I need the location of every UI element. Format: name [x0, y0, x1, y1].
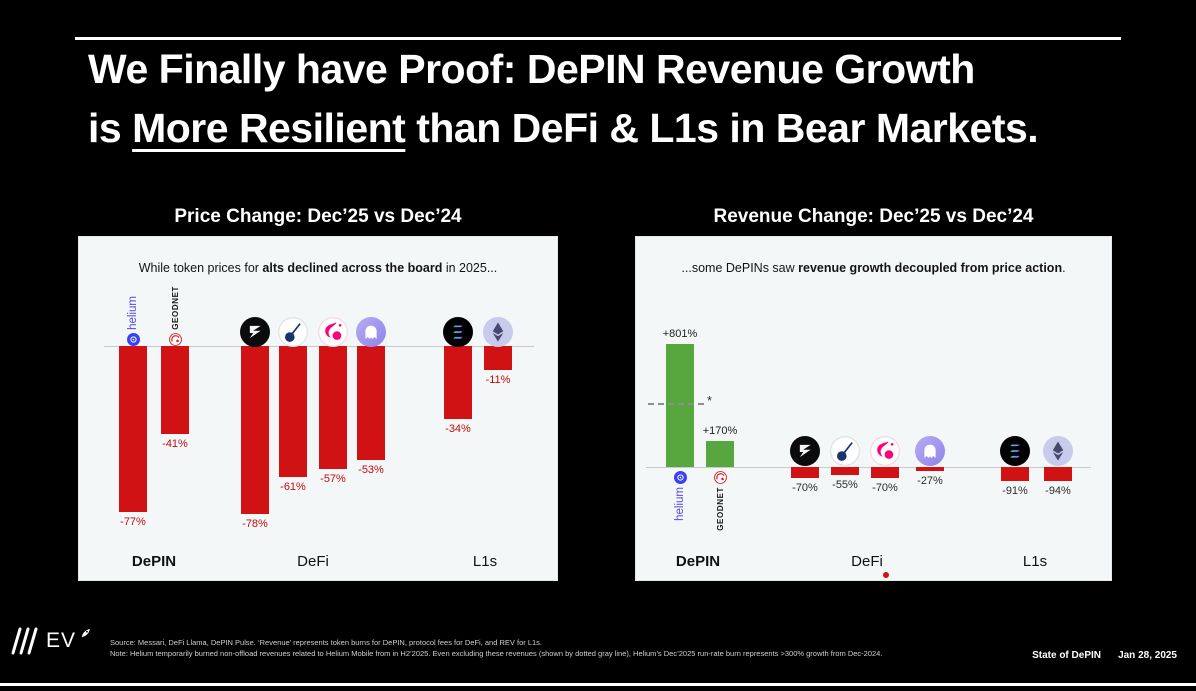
revenue-chart-title: Revenue Change: Dec’25 vs Dec’24 — [713, 206, 1034, 227]
geodnet-axis-label: GEODNET — [712, 471, 728, 550]
ethena-icon — [790, 436, 820, 466]
geodnet-icon — [168, 333, 182, 346]
helium-axis-label: helium — [125, 267, 141, 346]
price-chart-subtitle: While token prices for alts declined acr… — [79, 261, 557, 275]
uniswap-icon — [318, 317, 348, 347]
geodnet-label-text: GEODNET — [170, 286, 180, 330]
subtitle-pre: While token prices for — [138, 261, 263, 275]
group-label-l1s: L1s — [1022, 553, 1048, 570]
note-line: Note: Helium temporarily burned non-offl… — [110, 649, 883, 658]
price-chart-panel: While token prices for alts declined acr… — [78, 236, 558, 581]
bar-geodnet — [706, 441, 734, 467]
bar-geodnet — [161, 346, 189, 434]
helium-icon — [126, 333, 140, 346]
pendle-icon — [830, 436, 860, 466]
bar-value-label: -91% — [1002, 485, 1028, 497]
bar-value-label: -77% — [120, 516, 146, 528]
helium-axis-label: helium — [672, 471, 688, 548]
bar-ethereum — [484, 346, 512, 370]
bar-aave — [357, 346, 385, 460]
ethereum-icon — [483, 317, 513, 347]
bar-ethereum — [1044, 467, 1072, 481]
title-underlined-phrase: More Resilient — [132, 105, 406, 151]
revenue-chart-panel: ...some DePINs saw revenue growth decoup… — [635, 236, 1112, 581]
geodnet-axis-label: GEODNET — [167, 265, 183, 346]
zero-baseline — [646, 467, 1091, 468]
price-chart-title: Price Change: Dec’25 vs Dec’24 — [174, 206, 462, 227]
subtitle-bold: alts declined across the board — [262, 261, 443, 275]
bar-value-label: +170% — [702, 425, 738, 437]
bar-value-label: -70% — [872, 482, 898, 494]
revenue-chart-subtitle: ...some DePINs saw revenue growth decoup… — [636, 261, 1111, 275]
asterisk-marker: * — [707, 393, 713, 408]
group-label-l1s: L1s — [472, 553, 498, 570]
bar-ethena — [791, 467, 819, 478]
subtitle-bold: revenue growth decoupled from price acti… — [798, 261, 1063, 275]
group-label-defi: DeFi — [297, 553, 329, 570]
slide-date: Jan 28, 2025 — [1118, 650, 1177, 661]
pendle-icon — [278, 317, 308, 347]
bar-pendle — [831, 467, 859, 475]
group-label-depin: DePIN — [131, 553, 177, 570]
bar-value-label: -53% — [358, 464, 384, 476]
geodnet-label-text: GEODNET — [715, 487, 725, 531]
aave-icon — [915, 436, 945, 466]
bar-helium — [119, 346, 147, 512]
helium-label-text: helium — [127, 296, 139, 330]
top-divider — [75, 37, 1121, 40]
title-line2-prefix: is — [88, 105, 133, 151]
bar-solana — [444, 346, 472, 419]
solana-icon — [1000, 436, 1030, 466]
bar-value-label: -55% — [832, 479, 858, 491]
ethena-icon — [240, 317, 270, 347]
bar-value-label: -41% — [162, 438, 188, 450]
bar-value-label: -34% — [445, 423, 471, 435]
bar-pendle — [279, 346, 307, 477]
title-line2-suffix: than DeFi & L1s in Bear Markets. — [405, 105, 1039, 151]
group-label-defi: DeFi — [851, 553, 883, 570]
bar-uniswap — [319, 346, 347, 469]
bar-value-label: +801% — [662, 328, 698, 340]
subtitle-post: . — [1062, 261, 1066, 275]
rocket-icon — [80, 627, 92, 639]
subtitle-post: in 2025... — [442, 261, 498, 275]
group-label-depin: DePIN — [675, 553, 721, 570]
title-line1: We Finally have Proof: DePIN Revenue Gro… — [88, 46, 975, 92]
ethereum-icon — [1043, 436, 1073, 466]
helium-adjusted-dashed-line — [648, 403, 704, 405]
solana-icon — [443, 317, 473, 347]
bar-value-label: -61% — [280, 481, 306, 493]
bar-value-label: -11% — [485, 374, 511, 386]
bar-ethena — [241, 346, 269, 514]
helium-label-text: helium — [674, 487, 686, 521]
bar-value-label: -27% — [917, 475, 943, 487]
source-line: Source: Messari, DeFi Llama, DePIN Pulse… — [110, 638, 542, 647]
deck-name: State of DePIN — [1032, 650, 1101, 661]
bar-uniswap — [871, 467, 899, 478]
source-note: Source: Messari, DeFi Llama, DePIN Pulse… — [110, 637, 1000, 659]
helium-icon — [673, 471, 687, 484]
red-dot — [883, 572, 889, 578]
price-chart-plot: -77% -41% -78% -61% -57% -53% -34% -11% — [79, 237, 557, 580]
bar-solana — [1001, 467, 1029, 481]
bar-helium — [666, 344, 694, 467]
ev3-logo: EV — [8, 626, 92, 656]
bar-value-label: -94% — [1045, 485, 1071, 497]
bar-value-label: -70% — [792, 482, 818, 494]
bar-aave — [916, 467, 944, 471]
slide-title: We Finally have Proof: DePIN Revenue Gro… — [88, 40, 1039, 158]
geodnet-icon — [713, 471, 727, 484]
bar-value-label: -78% — [242, 518, 268, 530]
subtitle-pre: ...some DePINs saw — [681, 261, 799, 275]
uniswap-icon — [870, 436, 900, 466]
bar-value-label: -57% — [320, 473, 346, 485]
bottom-divider — [0, 683, 1196, 686]
revenue-chart-plot: +801% +170% -70% -55% -70% -27% -91% -94% — [636, 237, 1111, 580]
aave-icon — [356, 317, 386, 347]
ev3-logo-text: EV — [46, 629, 77, 652]
ev3-logo-mark — [8, 626, 42, 656]
